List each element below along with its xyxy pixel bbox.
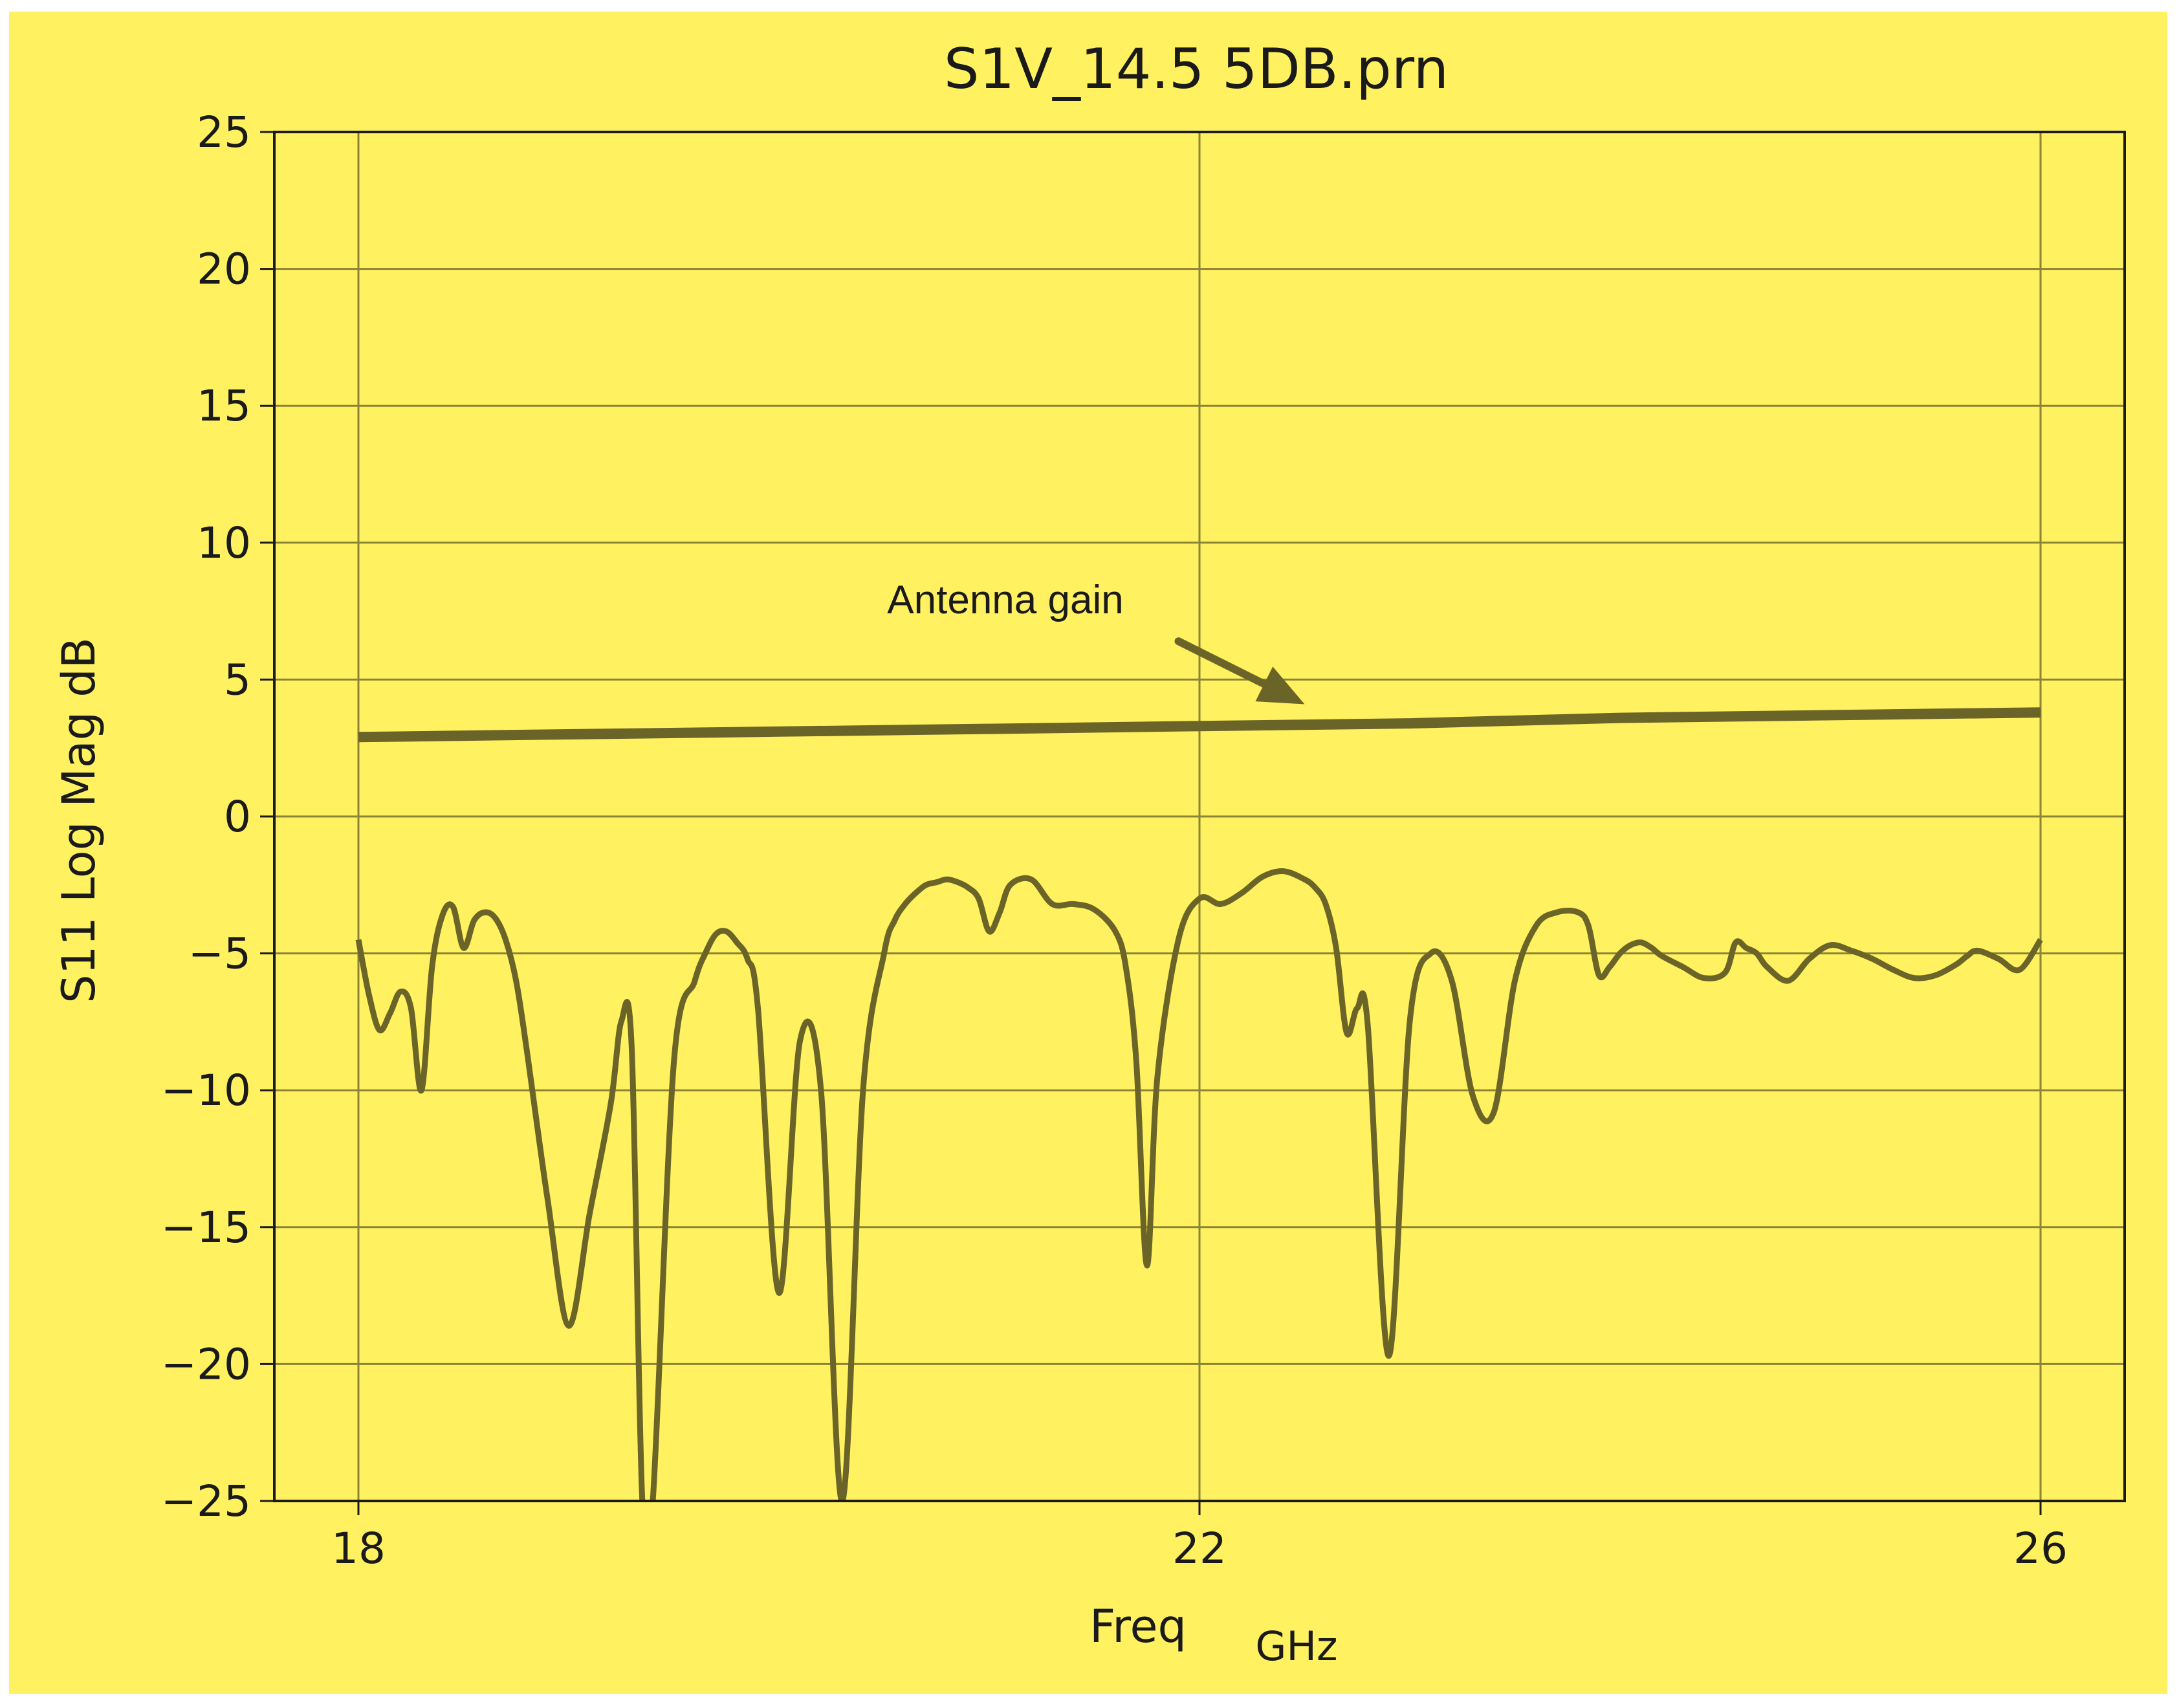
y-tick-label: 20	[197, 245, 251, 294]
y-tick-label: −10	[161, 1066, 251, 1115]
y-tick-label: 10	[197, 518, 251, 568]
y-tick-label: −5	[188, 929, 251, 979]
y-tick-label: 15	[197, 381, 251, 431]
annotation-arrow-line	[1174, 637, 1274, 691]
tick-layer: 25 20 15 10 5 0 −5 −10 −15 −20 −25 18 22 26	[161, 107, 2068, 1573]
y-tick-label: 5	[224, 655, 251, 705]
series-layer	[355, 707, 2043, 1501]
x-tick-label: 22	[1172, 1524, 1227, 1573]
y-tick-label: 0	[224, 792, 251, 842]
annotation-arrow-head	[1255, 666, 1305, 705]
y-tick-label: −15	[161, 1203, 251, 1253]
chart-svg: 25 20 15 10 5 0 −5 −10 −15 −20 −25 18 22 26 S1V_14.5 …	[9, 12, 2167, 1694]
x-tick-label: 26	[2013, 1524, 2068, 1573]
series-gain-line	[358, 707, 2041, 743]
annotation-text: Antenna gain	[887, 578, 1123, 622]
y-tick-label: 25	[197, 107, 251, 157]
x-axis-unit: GHz	[1255, 1623, 1337, 1670]
annotation: Antenna gain	[887, 578, 1305, 705]
y-tick-label: −20	[161, 1339, 251, 1389]
chart-background	[9, 12, 2167, 1694]
y-axis-label: S11 Log Mag dB	[52, 637, 105, 1003]
chart-figure: 25 20 15 10 5 0 −5 −10 −15 −20 −25 18 22 26 S1V_14.5 …	[9, 12, 2167, 1694]
chart-title: S1V_14.5 5DB.prn	[944, 37, 1449, 102]
x-axis-label: Freq	[1090, 1600, 1187, 1653]
series-s11-line	[355, 868, 2043, 1501]
y-tick-label: −25	[161, 1476, 251, 1526]
x-tick-label: 18	[331, 1524, 386, 1573]
